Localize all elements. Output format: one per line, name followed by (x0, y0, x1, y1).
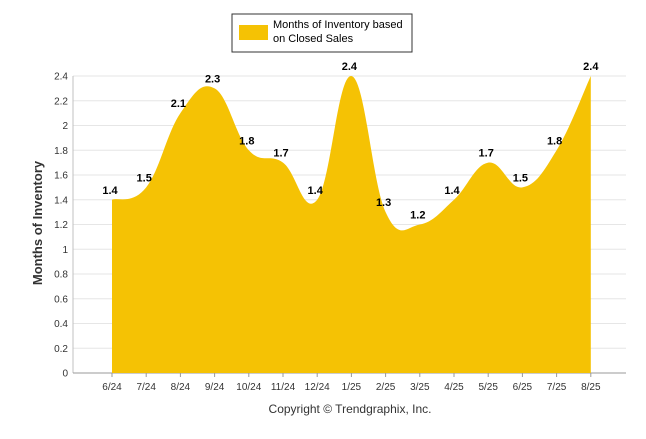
data-label: 1.4 (444, 185, 460, 197)
y-tick-label: 0.6 (54, 294, 68, 305)
data-label: 1.2 (410, 210, 425, 222)
y-tick-label: 2.2 (54, 96, 68, 107)
x-tick-label: 5/25 (478, 382, 498, 393)
x-tick-label: 3/25 (410, 382, 430, 393)
x-tick-label: 7/24 (136, 382, 156, 393)
x-tick-label: 4/25 (444, 382, 464, 393)
x-tick-label: 7/25 (547, 382, 567, 393)
y-tick-label: 0.2 (54, 344, 68, 355)
x-tick-label: 10/24 (236, 382, 261, 393)
x-tick-label: 2/25 (376, 382, 396, 393)
legend: Months of Inventory based on Closed Sale… (232, 14, 412, 52)
data-label: 2.1 (171, 98, 186, 110)
data-label: 1.3 (376, 197, 391, 209)
data-label: 1.7 (479, 148, 494, 160)
x-tick-label: 11/24 (271, 382, 296, 393)
x-axis-ticks: 6/24 7/24 8/24 9/24 10/24 11/24 12/24 1/25 2/25 3… (102, 373, 601, 393)
y-axis-ticks: 0 0.2 0.4 0.6 0.8 1 1.2 1.4 1.6 1.8 2 2.2 2.4 (54, 72, 68, 380)
copyright-footer: Copyright © Trendgraphix, Inc. (269, 402, 432, 416)
x-tick-label: 8/24 (171, 382, 191, 393)
data-label: 1.5 (137, 172, 152, 184)
y-tick-label: 0.8 (54, 270, 68, 281)
plot-area (112, 76, 591, 373)
data-label: 2.4 (342, 61, 358, 73)
series-area (112, 76, 591, 373)
x-tick-label: 9/24 (205, 382, 225, 393)
data-label: 1.4 (308, 185, 324, 197)
x-tick-label: 12/24 (305, 382, 330, 393)
y-tick-label: 1.4 (54, 195, 68, 206)
data-label: 1.8 (547, 135, 562, 147)
y-tick-label: 2 (62, 121, 68, 132)
legend-swatch (239, 25, 268, 40)
x-tick-label: 6/24 (102, 382, 122, 393)
y-tick-label: 0.4 (54, 319, 68, 330)
data-label: 1.4 (102, 185, 118, 197)
y-tick-label: 2.4 (54, 72, 68, 83)
y-tick-label: 1.8 (54, 146, 68, 157)
y-tick-label: 1.2 (54, 220, 68, 231)
y-tick-label: 1.6 (54, 171, 68, 182)
data-label: 2.4 (583, 61, 599, 73)
data-label: 1.7 (273, 148, 288, 160)
legend-label-line-1: Months of Inventory based (273, 19, 403, 31)
y-tick-label: 1 (62, 245, 68, 256)
y-axis-title: Months of Inventory (30, 160, 45, 285)
y-tick-label: 0 (62, 369, 68, 380)
data-label: 1.8 (239, 135, 254, 147)
x-tick-label: 6/25 (513, 382, 533, 393)
x-tick-label: 1/25 (342, 382, 362, 393)
data-label: 2.3 (205, 73, 220, 85)
data-label: 1.5 (513, 172, 528, 184)
legend-label-line-2: on Closed Sales (273, 33, 354, 45)
x-tick-label: 8/25 (581, 382, 601, 393)
